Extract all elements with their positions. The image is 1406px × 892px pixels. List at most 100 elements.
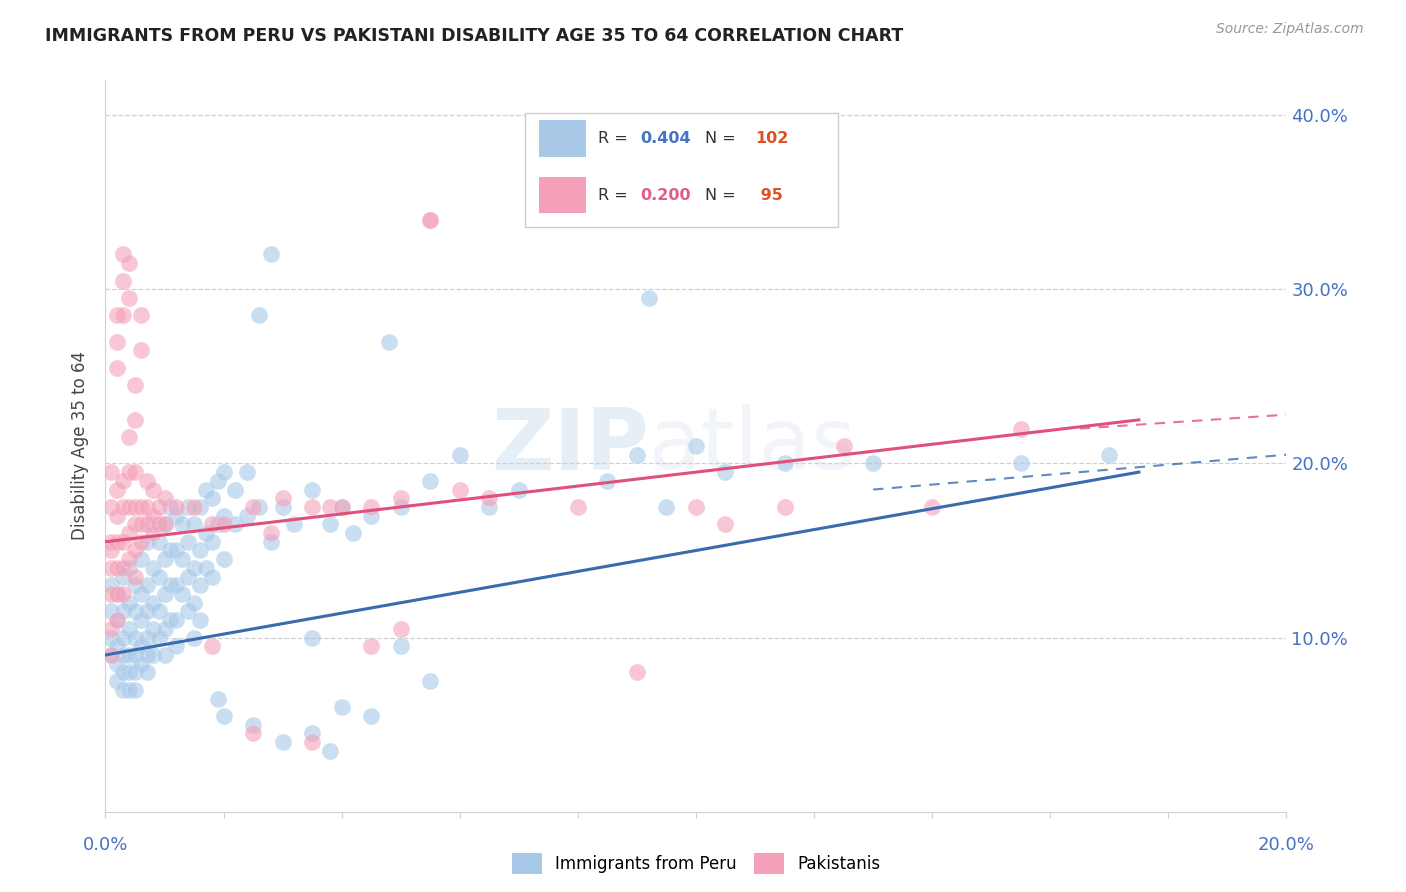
Point: [129, 500, 152, 514]
Point: [159, 613, 181, 627]
Point: [183, 596, 205, 610]
Point: [247, 500, 270, 514]
Point: [301, 726, 323, 740]
Point: [419, 474, 441, 488]
Point: [142, 561, 165, 575]
Point: [389, 622, 412, 636]
Point: [165, 578, 187, 592]
Point: [183, 561, 205, 575]
Point: [105, 334, 128, 349]
Point: [100, 465, 122, 479]
Point: [135, 474, 157, 488]
Point: [212, 465, 235, 479]
Point: [129, 534, 152, 549]
Point: [449, 483, 471, 497]
Point: [148, 534, 170, 549]
Point: [105, 483, 128, 497]
Point: [112, 309, 135, 323]
Point: [100, 622, 122, 636]
Point: [419, 674, 441, 689]
Text: Source: ZipAtlas.com: Source: ZipAtlas.com: [1216, 22, 1364, 37]
Point: [105, 534, 128, 549]
Point: [135, 665, 157, 680]
Point: [124, 648, 146, 662]
Point: [330, 500, 353, 514]
Point: [172, 587, 194, 601]
Point: [135, 500, 157, 514]
Point: [148, 500, 170, 514]
Point: [1010, 457, 1032, 471]
Point: [194, 526, 217, 541]
Point: [419, 212, 441, 227]
Text: 20.0%: 20.0%: [1258, 836, 1315, 854]
Point: [112, 665, 135, 680]
Point: [112, 569, 135, 583]
Point: [360, 500, 382, 514]
Point: [242, 500, 264, 514]
Point: [260, 534, 283, 549]
Point: [685, 439, 707, 453]
Point: [655, 500, 678, 514]
Point: [236, 465, 259, 479]
Point: [224, 517, 246, 532]
Legend: Immigrants from Peru, Pakistanis: Immigrants from Peru, Pakistanis: [505, 847, 887, 880]
Point: [100, 561, 122, 575]
Point: [247, 309, 270, 323]
Point: [389, 491, 412, 506]
Point: [224, 483, 246, 497]
Point: [201, 491, 224, 506]
Point: [124, 500, 146, 514]
Point: [135, 648, 157, 662]
Point: [142, 596, 165, 610]
Point: [124, 517, 146, 532]
Point: [319, 517, 342, 532]
Point: [129, 343, 152, 358]
Point: [165, 500, 187, 514]
Text: N =: N =: [706, 131, 741, 146]
Point: [124, 604, 146, 618]
Point: [271, 735, 294, 749]
Point: [183, 517, 205, 532]
Point: [124, 543, 146, 558]
Point: [112, 561, 135, 575]
Point: [100, 604, 122, 618]
Point: [100, 543, 122, 558]
Point: [118, 465, 141, 479]
Point: [118, 665, 141, 680]
Point: [153, 552, 176, 566]
Point: [153, 622, 176, 636]
Point: [194, 483, 217, 497]
Point: [105, 657, 128, 671]
Point: [112, 500, 135, 514]
Point: [118, 256, 141, 270]
Text: N =: N =: [706, 187, 741, 202]
Point: [165, 543, 187, 558]
Point: [165, 613, 187, 627]
Point: [685, 500, 707, 514]
Point: [129, 309, 152, 323]
FancyBboxPatch shape: [524, 113, 838, 227]
Point: [832, 439, 855, 453]
Point: [105, 674, 128, 689]
Point: [135, 578, 157, 592]
Point: [105, 613, 128, 627]
Point: [124, 465, 146, 479]
Point: [242, 726, 264, 740]
Point: [100, 587, 122, 601]
Point: [201, 569, 224, 583]
Point: [207, 691, 229, 706]
Y-axis label: Disability Age 35 to 64: Disability Age 35 to 64: [72, 351, 90, 541]
Point: [360, 508, 382, 523]
Text: atlas: atlas: [648, 404, 856, 488]
Point: [153, 587, 176, 601]
Point: [283, 517, 305, 532]
Point: [165, 508, 187, 523]
Point: [129, 613, 152, 627]
Point: [124, 569, 146, 583]
Point: [188, 543, 211, 558]
Point: [135, 631, 157, 645]
Point: [207, 517, 229, 532]
Point: [153, 648, 176, 662]
Point: [124, 413, 146, 427]
Point: [319, 500, 342, 514]
